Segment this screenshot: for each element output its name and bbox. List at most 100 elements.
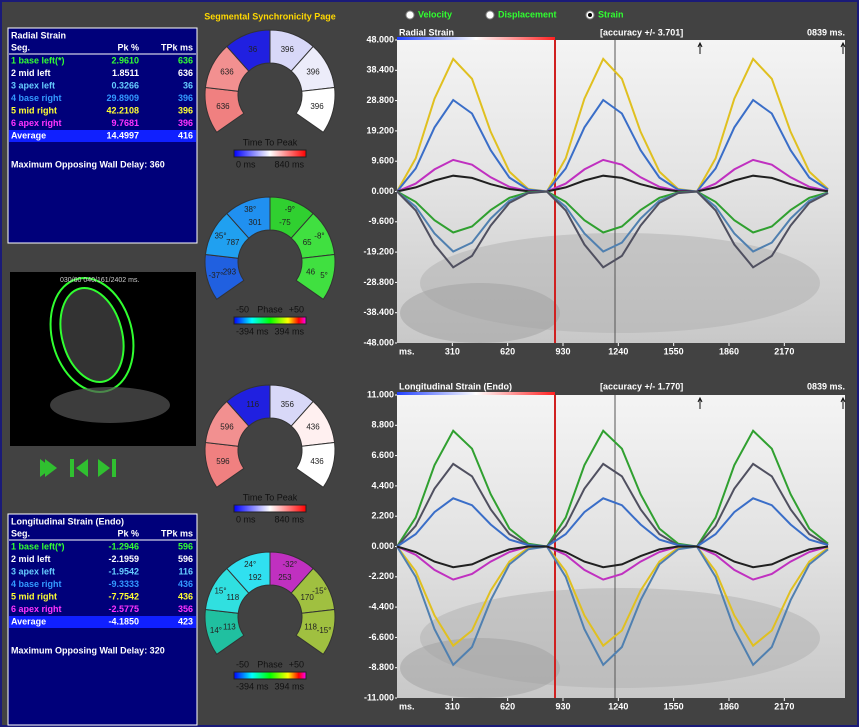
legend-title: -50 — [236, 304, 249, 314]
page-title: Segmental Synchronicity Page — [204, 11, 336, 21]
speckle — [400, 638, 560, 698]
table-title: Longitudinal Strain (Endo) — [11, 516, 124, 526]
segment-delay: 118 — [226, 593, 239, 602]
column-header: Seg. — [11, 42, 30, 52]
y-tick-label: -48.000 — [363, 337, 394, 347]
table-cell: 29.8909 — [106, 93, 139, 103]
chart-title: Radial Strain — [399, 27, 454, 37]
table-cell: -2.5775 — [108, 604, 139, 614]
x-tick-label: 930 — [555, 346, 570, 356]
legend-title: Time To Peak — [243, 492, 298, 502]
segment-phase: 24° — [244, 560, 256, 569]
table-cell: 396 — [178, 118, 193, 128]
table-cell: 1.8511 — [112, 68, 139, 78]
legend-title: -50 — [236, 659, 249, 669]
chart-subtitle: [accuracy +/- 1.770] — [600, 381, 683, 391]
table-cell: 596 — [178, 554, 193, 564]
segment-phase: -8° — [314, 231, 324, 240]
legend-title: Phase — [257, 304, 283, 314]
table-cell: 396 — [178, 93, 193, 103]
x-axis-label: ms. — [399, 346, 415, 356]
segment-phase: 14° — [210, 626, 222, 635]
x-tick-label: 1860 — [719, 701, 739, 711]
radio-button[interactable] — [406, 11, 414, 19]
x-tick-label: 1860 — [719, 346, 739, 356]
segment-phase: -9° — [285, 205, 295, 214]
radio-label[interactable]: Displacement — [498, 9, 557, 19]
radio-dot — [588, 13, 592, 17]
table-cell: 436 — [178, 591, 193, 601]
segment-delay: 65 — [303, 238, 312, 247]
x-tick-label: 1550 — [664, 701, 684, 711]
table-footer: Maximum Opposing Wall Delay: 360 — [11, 159, 165, 169]
y-tick-label: 4.400 — [371, 480, 394, 490]
segment-delay: 301 — [248, 218, 262, 227]
table-cell: 2 mid left — [11, 554, 51, 564]
table-cell: 6 apex right — [11, 604, 62, 614]
screen: 030/60 040/161/2402 ms. Segmental Synchr… — [0, 0, 859, 727]
legend-title: Phase — [257, 659, 283, 669]
segment-value: 356 — [281, 400, 295, 409]
radio-button[interactable] — [486, 11, 494, 19]
segment-delay: 170 — [300, 593, 314, 602]
y-tick-label: 28.800 — [366, 95, 394, 105]
table-cell: 636 — [178, 68, 193, 78]
legend-title: Time To Peak — [243, 137, 298, 147]
table-cell: -7.7542 — [108, 591, 139, 601]
legend-bar — [234, 505, 306, 512]
chart-subtitle: [accuracy +/- 3.701] — [600, 27, 683, 37]
y-tick-label: 0.000 — [371, 186, 394, 196]
x-tick-label: 1550 — [664, 346, 684, 356]
segment-value: 436 — [306, 423, 320, 432]
segment-delay: 118 — [304, 622, 317, 631]
segment-value: 396 — [310, 102, 324, 111]
y-tick-label: -28.800 — [363, 277, 394, 287]
y-tick-label: 8.800 — [371, 420, 394, 430]
y-tick-label: -6.600 — [368, 632, 394, 642]
time-window-bar — [397, 392, 555, 395]
legend-range: 394 ms — [274, 681, 304, 691]
segment-phase: -32° — [282, 560, 297, 569]
legend-range: 840 ms — [274, 514, 304, 524]
table-cell: -4.1850 — [108, 616, 139, 626]
radio-label[interactable]: Velocity — [418, 9, 452, 19]
segment-delay: 113 — [223, 622, 236, 631]
y-tick-label: 2.200 — [371, 511, 394, 521]
table-cell: 423 — [178, 616, 193, 626]
table-cell: 4 base right — [11, 579, 62, 589]
x-tick-label: 1240 — [608, 701, 628, 711]
x-tick-label: 620 — [500, 701, 515, 711]
table-cell: 9.7681 — [111, 118, 139, 128]
segment-value: 436 — [310, 457, 324, 466]
x-tick-label: 620 — [500, 346, 515, 356]
segment-phase: -15° — [312, 586, 327, 595]
table-cell: 1 base left(*) — [11, 541, 65, 551]
radio-label[interactable]: Strain — [598, 9, 624, 19]
y-tick-label: -19.200 — [363, 246, 394, 256]
segment-delay: -75 — [279, 218, 291, 227]
y-tick-label: -9.600 — [368, 216, 394, 226]
segment-phase: 15° — [214, 586, 226, 595]
legend-title: +50 — [289, 304, 304, 314]
table-cell: 36 — [183, 80, 193, 90]
segment-phase: 5° — [320, 271, 328, 280]
table-title: Radial Strain — [11, 30, 66, 40]
table-cell: 116 — [178, 566, 193, 576]
segment-delay: 192 — [248, 573, 262, 582]
segment-value: 596 — [220, 423, 234, 432]
x-tick-label: 310 — [445, 346, 460, 356]
y-tick-label: 38.400 — [366, 65, 394, 75]
chart-title: Longitudinal Strain (Endo) — [399, 381, 512, 391]
legend-range: 394 ms — [274, 326, 304, 336]
column-header: TPk ms — [161, 42, 193, 52]
segment-value: 36 — [248, 45, 257, 54]
column-header: TPk ms — [161, 528, 193, 538]
table-cell: 14.4997 — [106, 130, 139, 140]
table-cell: -1.9542 — [108, 566, 139, 576]
segment-value: 596 — [216, 457, 230, 466]
segment-phase: 38° — [244, 205, 256, 214]
segment-value: 636 — [216, 102, 230, 111]
y-tick-label: -11.000 — [364, 692, 394, 702]
table-cell: 4 base right — [11, 93, 62, 103]
table-cell: 42.2108 — [106, 105, 139, 115]
